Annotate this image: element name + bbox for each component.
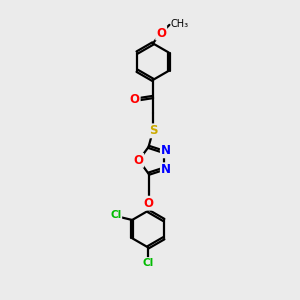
Text: N: N — [161, 163, 171, 176]
Text: O: O — [133, 154, 143, 167]
Text: Cl: Cl — [142, 258, 154, 268]
Text: Cl: Cl — [110, 210, 121, 220]
Text: N: N — [161, 144, 171, 157]
Text: S: S — [149, 124, 157, 137]
Text: O: O — [130, 93, 140, 106]
Text: O: O — [156, 27, 166, 40]
Text: O: O — [144, 197, 154, 210]
Text: CH₃: CH₃ — [171, 19, 189, 29]
